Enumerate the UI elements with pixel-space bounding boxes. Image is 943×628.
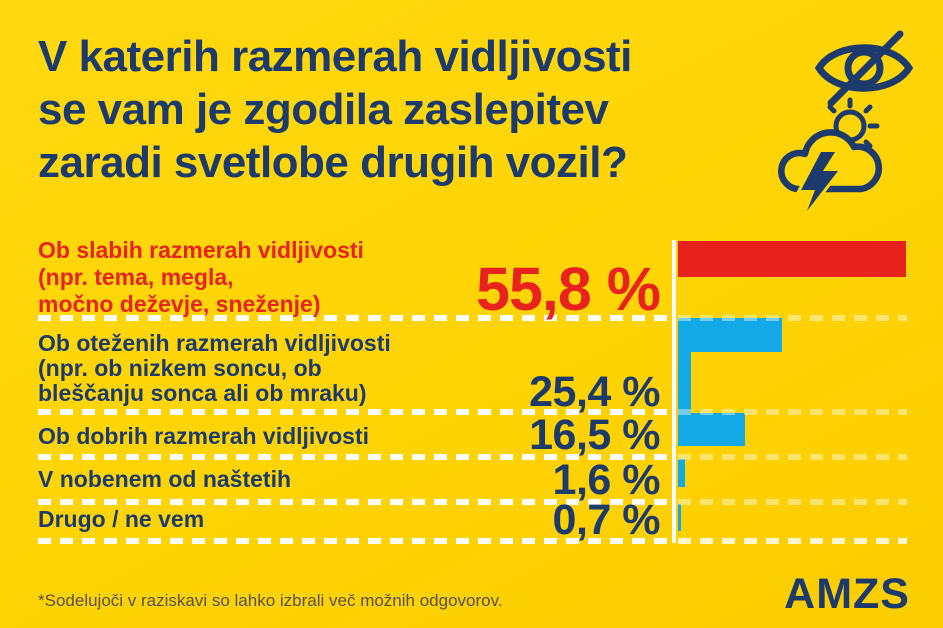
category-label: Drugo / ne vem <box>38 506 205 532</box>
row-separator <box>678 315 907 321</box>
title-line-3: zaradi svetlobe drugih vozil? <box>38 138 628 187</box>
amzs-logo: AMZS <box>784 570 910 618</box>
category-label: Ob dobrih razmerah vidljivosti <box>38 423 370 449</box>
chart-baseline-axis <box>672 240 676 543</box>
value-label: 16,5 % <box>529 411 660 459</box>
bar-slabe-razmere <box>678 241 906 277</box>
category-label: Ob slabih razmerah vidljivosti (npr. tem… <box>38 237 364 317</box>
row-separator <box>678 499 907 505</box>
row-separator <box>38 538 672 544</box>
value-label: 25,4 % <box>529 368 660 416</box>
title-line-2: se vam je zgodila zaslepitev <box>38 85 609 134</box>
footnote: *Sodelujoči v raziskavi so lahko izbrali… <box>38 591 503 610</box>
row-separator <box>678 454 907 460</box>
category-label: V nobenem od naštetih <box>38 466 292 492</box>
row-separator <box>38 409 672 415</box>
row-separator <box>38 315 672 321</box>
value-label: 55,8 % <box>476 255 661 323</box>
value-label: 1,6 % <box>552 456 661 504</box>
cloud-lightning-sun-icon <box>778 97 883 213</box>
title-line-1: V katerih razmerah vidljivosti <box>38 32 632 81</box>
bar-otezene-razmere <box>678 318 782 352</box>
row-separator <box>678 409 907 415</box>
bar-drugo <box>678 504 681 531</box>
eye-slash-icon <box>814 30 914 107</box>
page-title: V katerih razmerah vidljivosti se vam je… <box>38 30 632 189</box>
row-separator <box>678 538 907 544</box>
bar-v-nobenem <box>678 459 685 487</box>
value-label: 0,7 % <box>552 496 661 544</box>
bar-dobre-razmere <box>678 413 745 446</box>
row-separator <box>38 499 672 505</box>
category-label: Ob oteženih razmerah vidljivosti (npr. o… <box>38 330 391 406</box>
row-separator <box>38 454 672 460</box>
